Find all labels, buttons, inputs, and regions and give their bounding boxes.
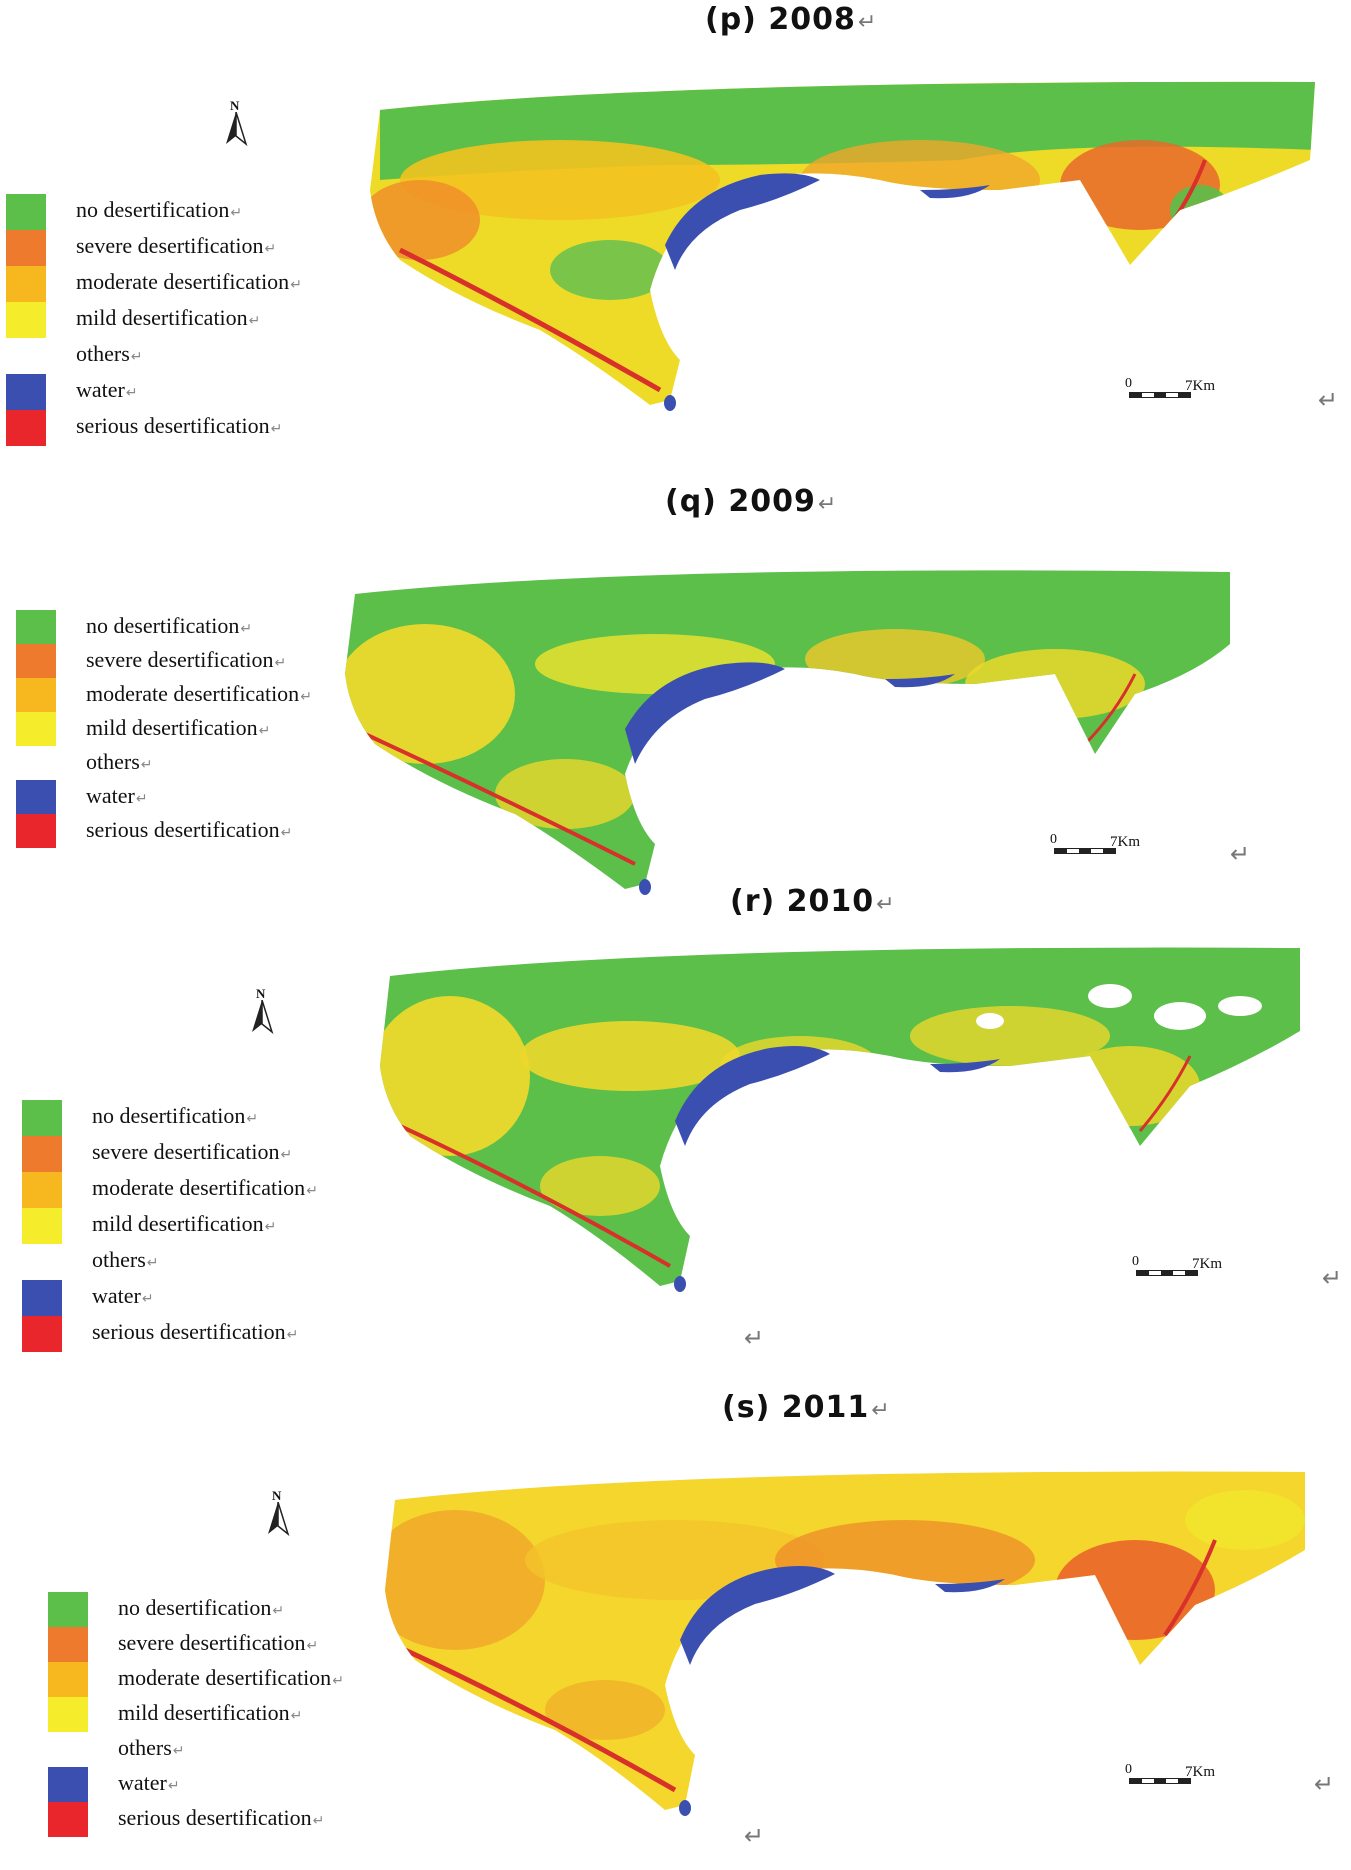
panel-title: (q) 2009↵ [665,484,838,519]
legend-swatch [22,1136,62,1172]
legend-swatch [16,610,56,644]
north-arrow-icon: N [264,1488,292,1537]
return-mark: ↵ [1322,1264,1343,1292]
panel-title: (r) 2010↵ [730,884,896,919]
north-arrow-icon: N [222,98,250,147]
legend-swatch [48,1592,88,1627]
legend-swatch [6,410,46,446]
scale-bar: 0 7Km [1132,1254,1242,1278]
return-mark: ↵ [1230,840,1251,868]
panel-title: (s) 2011↵ [722,1390,891,1425]
panel-2011: (s) 2011↵ N no desertification↵ severe d… [0,1390,1351,1850]
legend-swatch [6,194,46,230]
return-mark: ↵ [1314,1770,1335,1798]
legend-swatch [16,644,56,678]
legend-swatch [16,678,56,712]
return-mark: ↵ [1318,386,1339,414]
desertification-map [370,81,1315,411]
legend-swatch [22,1100,62,1136]
return-mark: ↵ [744,1822,765,1850]
desertification-map [345,570,1230,895]
legend-swatch [6,374,46,410]
legend-swatch [22,1316,62,1352]
panel-2008: (p) 2008↵ N no desertification↵ severe d… [0,0,1351,446]
desertification-map [380,947,1300,1292]
legend-swatch [48,1767,88,1802]
legend-swatch [48,1627,88,1662]
legend-swatch [16,712,56,746]
return-mark: ↵ [744,1324,765,1352]
legend-swatch [6,230,46,266]
legend-swatch [48,1697,88,1732]
legend-swatch [6,266,46,302]
panel-2010: (r) 2010↵ N no desertification↵ severe d… [0,880,1351,1352]
panel-2009: (q) 2009↵ no desertification↵ severe des… [0,480,1351,895]
legend-swatch [22,1280,62,1316]
desertification-map [385,1471,1305,1816]
north-arrow-icon: N [248,986,276,1035]
scale-bar: 0 7Km [1125,1762,1235,1786]
legend-swatch [48,1662,88,1697]
legend-swatch [16,814,56,848]
legend-swatch [16,780,56,814]
legend-swatch [22,1208,62,1244]
legend-swatch [22,1172,62,1208]
scale-bar: 0 7Km [1125,376,1235,400]
legend-swatch [6,302,46,338]
scale-bar: 0 7Km [1050,832,1160,856]
legend-swatch [48,1802,88,1837]
panel-title: (p) 2008↵ [705,2,878,37]
